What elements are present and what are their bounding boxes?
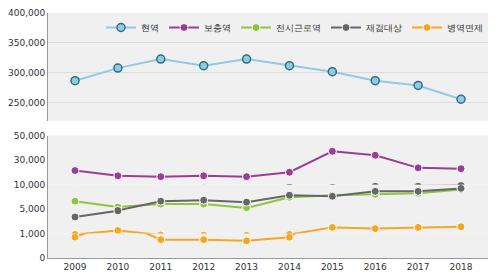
svg-text:250,000: 250,000 (8, 98, 45, 108)
svg-text:2009: 2009 (64, 262, 87, 272)
svg-text:2015: 2015 (321, 262, 344, 272)
svg-text:2013: 2013 (235, 262, 258, 272)
svg-text:2010: 2010 (106, 262, 129, 272)
svg-text:50,000: 50,000 (14, 131, 46, 141)
svg-text:보충역: 보충역 (204, 23, 231, 33)
svg-text:2017: 2017 (407, 262, 430, 272)
svg-text:2011: 2011 (149, 262, 172, 272)
svg-text:10,000: 10,000 (14, 180, 46, 190)
svg-text:2012: 2012 (192, 262, 215, 272)
svg-text:30,000: 30,000 (14, 155, 46, 165)
svg-text:400,000: 400,000 (8, 8, 45, 18)
svg-text:300,000: 300,000 (8, 68, 45, 78)
svg-text:1,000: 1,000 (19, 229, 45, 239)
svg-text:병역면제: 병역면제 (447, 23, 483, 33)
svg-text:2014: 2014 (278, 262, 301, 272)
svg-text:0: 0 (39, 253, 45, 263)
svg-text:현역: 현역 (141, 23, 159, 33)
svg-text:2018: 2018 (450, 262, 473, 272)
svg-text:전시근로역: 전시근로역 (276, 23, 321, 33)
svg-text:350,000: 350,000 (8, 38, 45, 48)
svg-text:5,000: 5,000 (19, 204, 45, 214)
svg-text:재검대상: 재검대상 (366, 23, 402, 33)
svg-text:2016: 2016 (364, 262, 387, 272)
